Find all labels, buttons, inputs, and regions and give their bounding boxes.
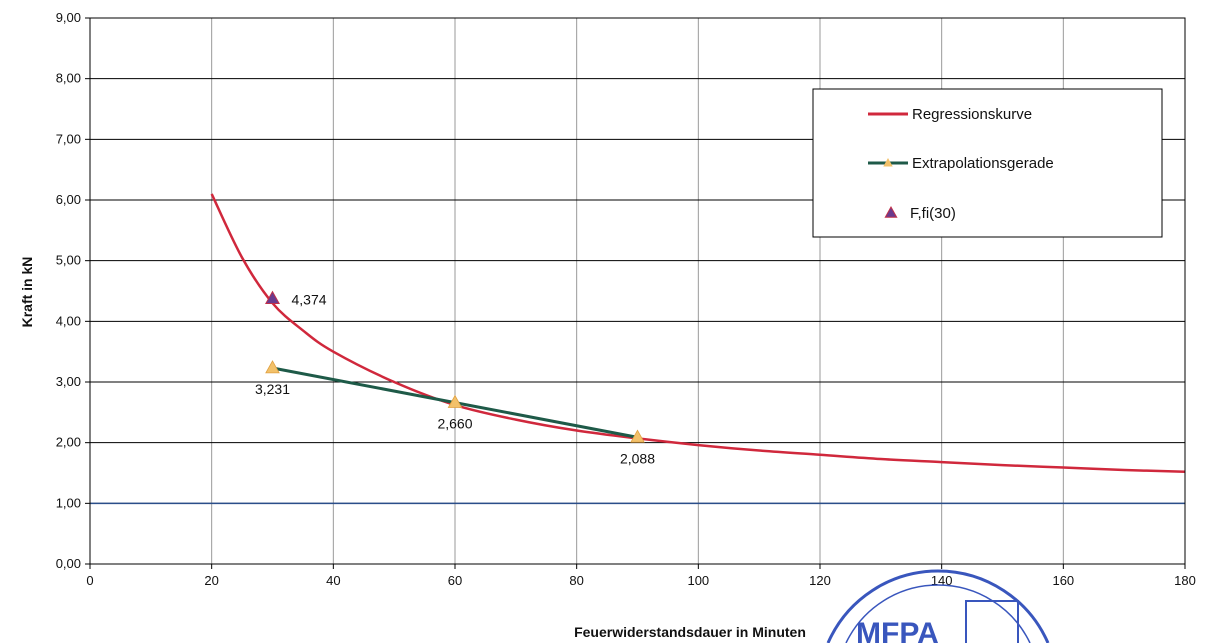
y-tick-label: 4,00	[56, 313, 81, 328]
x-tick-label: 120	[809, 573, 831, 588]
plot-border	[89, 17, 1186, 565]
x-tick-label: 20	[204, 573, 218, 588]
y-tick-label: 0,00	[56, 556, 81, 571]
legend-label-extrapolationsgerade: Extrapolationsgerade	[912, 155, 1054, 172]
stamp-text: MFPA	[856, 617, 939, 643]
series-group	[210, 193, 1186, 474]
x-tick-labels: 0 20 40 60 80 100 120 140 160 180	[86, 573, 1195, 588]
x-tick-label: 40	[326, 573, 340, 588]
marker-extrapolationsgerade	[447, 394, 463, 408]
legend-label-regressionskurve: Regressionskurve	[912, 106, 1032, 123]
stamp-outer-arc	[826, 569, 1050, 643]
x-tick-label: 180	[1174, 573, 1196, 588]
x-axis-title: Feuerwiderstandsdauer in Minuten	[574, 624, 806, 640]
y-tick-label: 7,00	[56, 131, 81, 146]
x-tick-label: 0	[86, 573, 93, 588]
y-tick-label: 3,00	[56, 374, 81, 389]
x-tick-label: 140	[931, 573, 953, 588]
y-tick-labels: 0,00 1,00 2,00 3,00 4,00 5,00 6,00 7,00 8,00 9,00	[56, 10, 81, 571]
legend-marker-extrapolationsgerade	[883, 158, 893, 167]
legend: Regressionskurve Extrapolationsgerade F,…	[812, 88, 1163, 238]
x-tick-label: 60	[448, 573, 462, 588]
stamp-seal: MFPA	[826, 569, 1050, 643]
stamp-inner-arc	[845, 584, 1031, 643]
y-tick-label: 6,00	[56, 192, 81, 207]
marker-ffi30	[264, 290, 281, 305]
y-tick-label: 5,00	[56, 253, 81, 268]
x-tick-label: 160	[1052, 573, 1074, 588]
legend-label-ffi30: F,fi(30)	[910, 205, 956, 222]
x-tick-label: 100	[687, 573, 709, 588]
data-label-ffi30: 4,374	[292, 292, 327, 308]
data-labels: 3,231 2,660 2,088 4,374	[255, 292, 655, 467]
data-label-extrapolationsgerade: 2,088	[620, 450, 655, 466]
data-label-extrapolationsgerade: 2,660	[437, 416, 472, 432]
data-label-extrapolationsgerade: 3,231	[255, 381, 290, 397]
legend-marker-ffi30	[884, 205, 898, 218]
marker-extrapolationsgerade	[630, 429, 645, 443]
y-tick-label: 8,00	[56, 71, 81, 86]
x-tick-label: 80	[569, 573, 583, 588]
y-tick-label: 2,00	[56, 435, 81, 450]
marker-extrapolationsgerade	[265, 360, 280, 374]
y-axis-title: Kraft in kN	[19, 257, 35, 328]
y-tick-label: 9,00	[56, 10, 81, 25]
y-tick-label: 1,00	[56, 495, 81, 510]
stamp-box	[965, 600, 1019, 643]
